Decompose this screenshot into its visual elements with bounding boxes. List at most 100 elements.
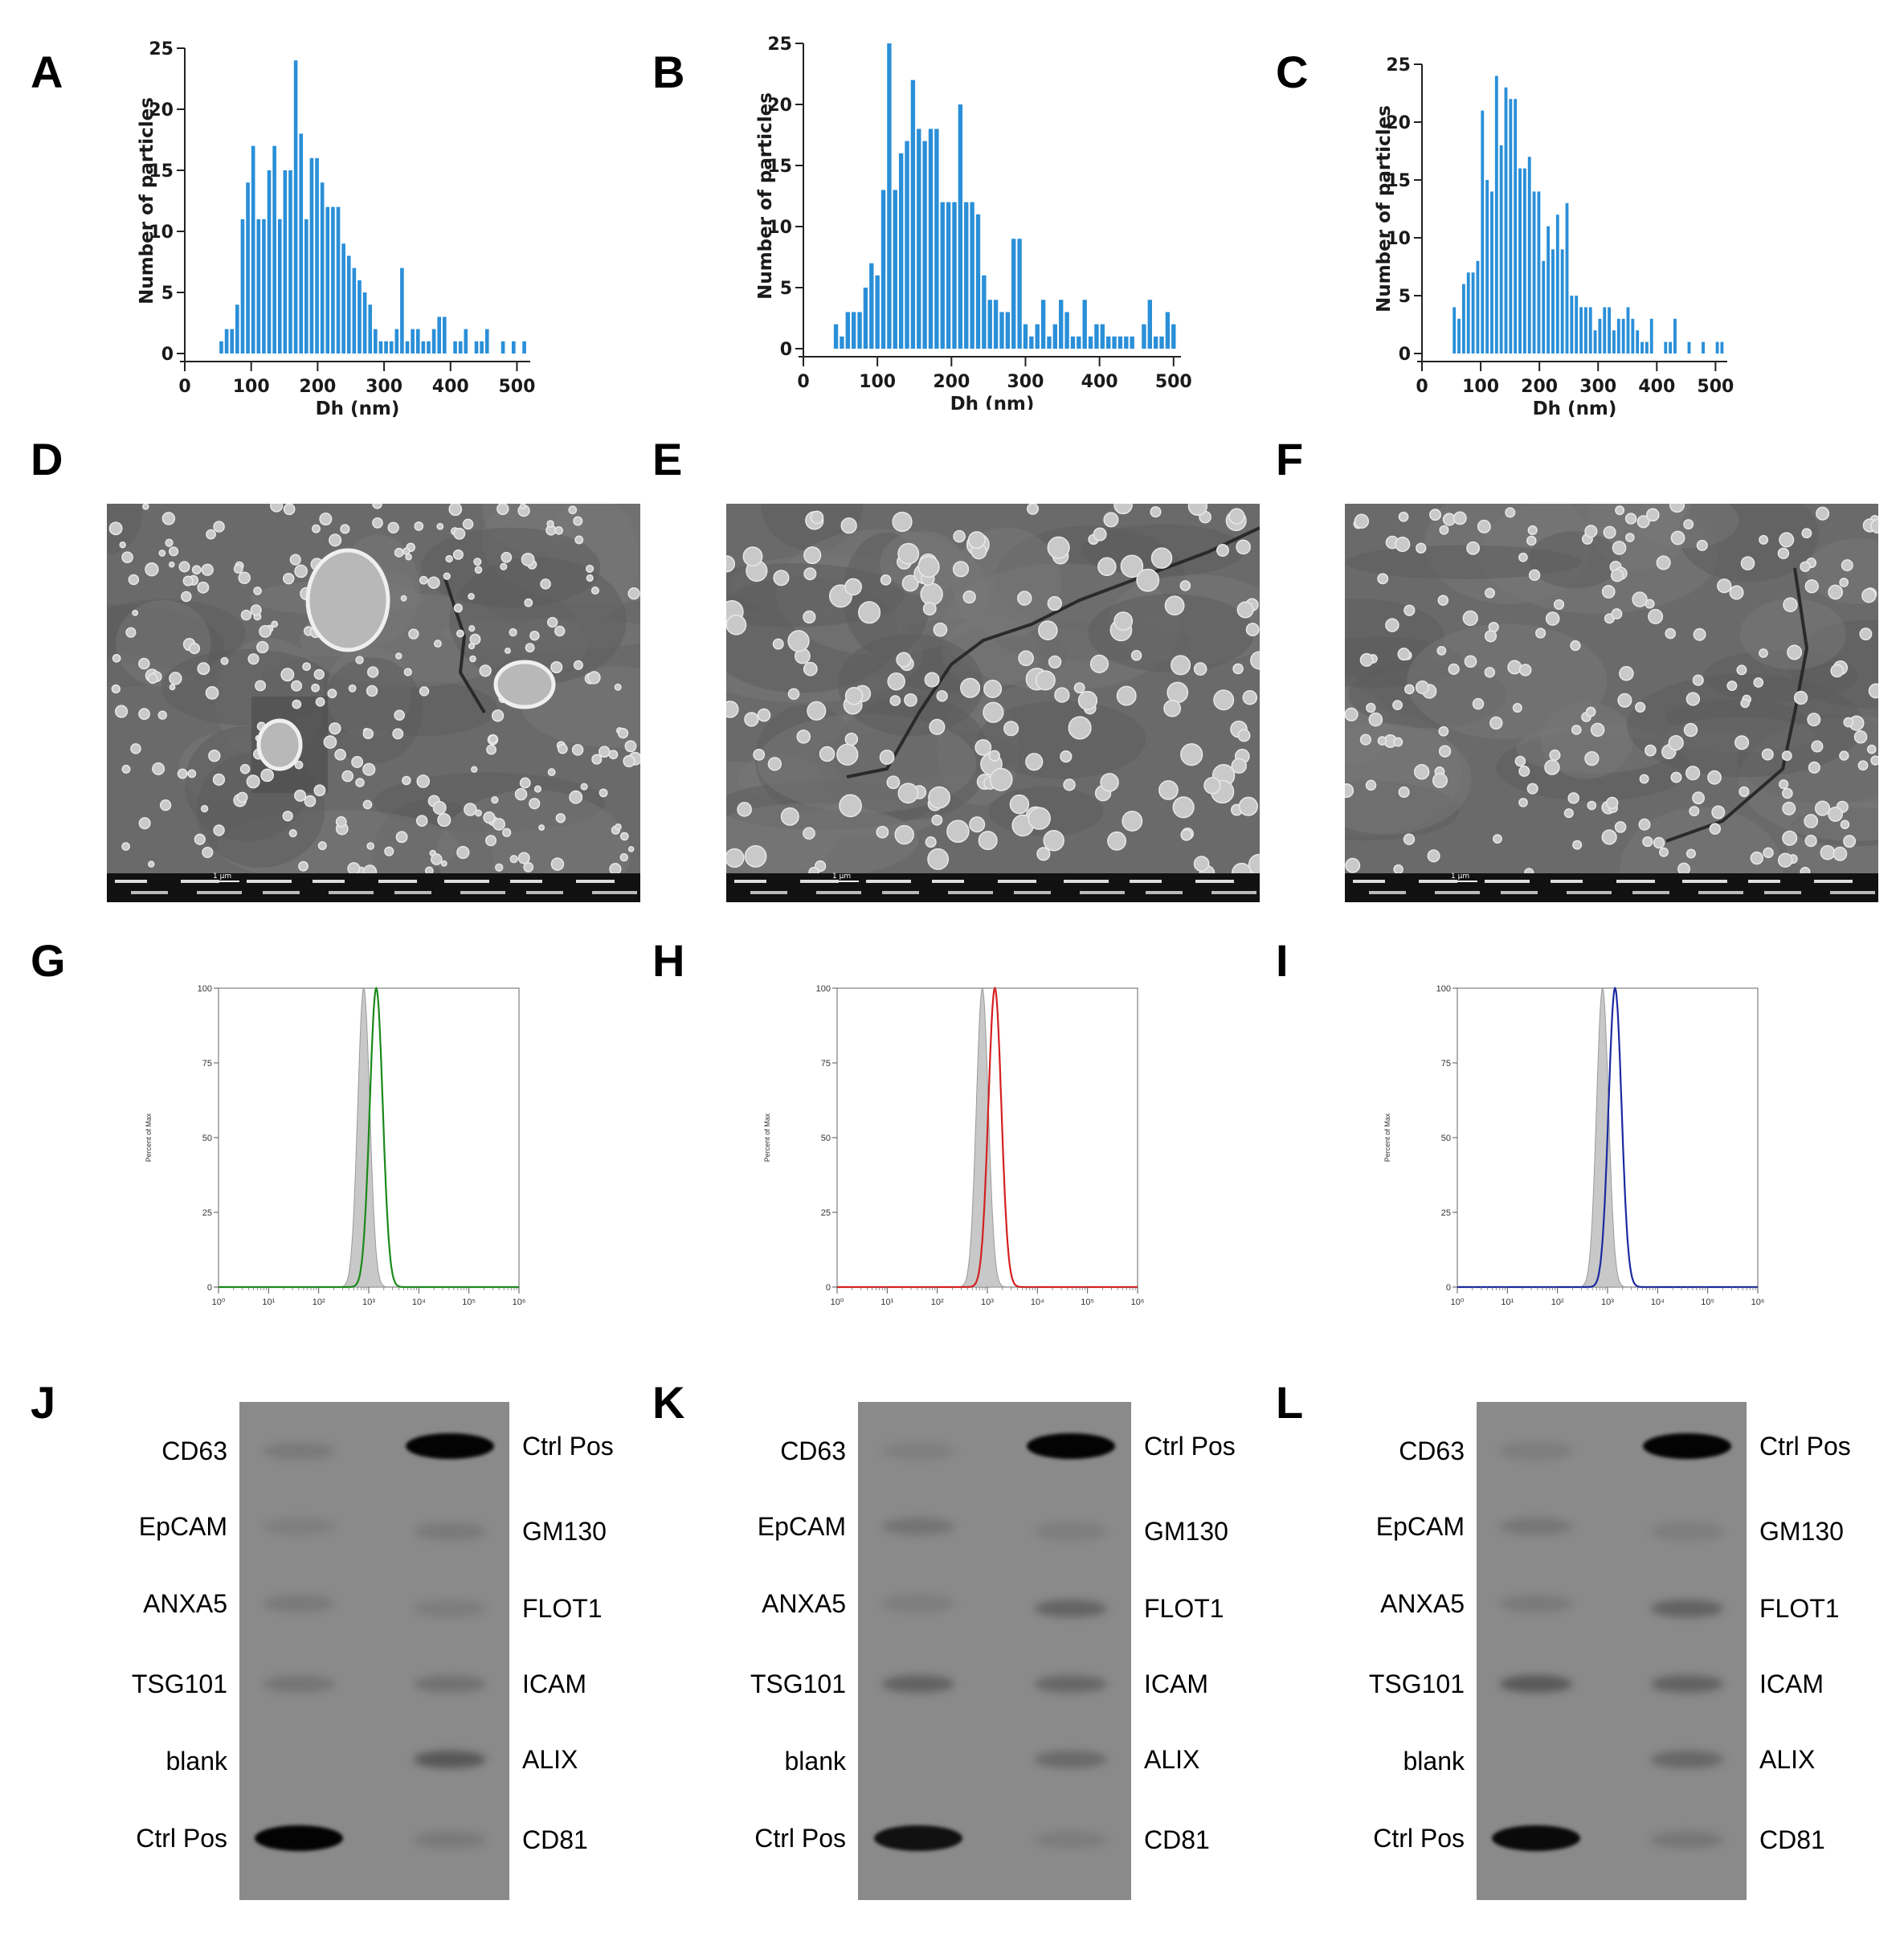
particle [1245,623,1260,637]
blot-label-right-gm130: GM130 [1144,1517,1228,1546]
particle [1839,750,1849,761]
histogram-bar [256,219,261,353]
particle [1018,650,1034,667]
histogram-bar [480,341,484,353]
particle [456,629,464,638]
histogram-bar [1551,249,1555,353]
particle [213,521,225,533]
particle [253,586,262,595]
blot-label-right-flot1: FLOT1 [1759,1594,1840,1623]
panel-label-i: I [1276,935,1289,986]
particle [924,672,940,688]
blot-label-left-ctrl-pos: Ctrl Pos [136,1824,227,1853]
particle [1804,814,1819,828]
particle [319,512,333,526]
blot-label-left-tsg101: TSG101 [131,1669,227,1698]
particle [1036,847,1051,861]
particle [448,504,463,517]
particle [1068,716,1092,740]
particle [1685,692,1701,706]
histogram-bar [993,300,999,349]
particle [803,827,815,840]
histogram-bar [851,312,856,349]
particle [1601,829,1617,845]
particle [1779,532,1795,548]
histogram-bar [1106,336,1111,349]
particle [1782,801,1796,815]
histogram-bar [1527,157,1531,353]
histogram-bar [857,312,862,349]
blot-label-left-ctrl-pos: Ctrl Pos [754,1824,846,1853]
particle [495,863,504,872]
y-tick-label: 0 [780,340,792,360]
particle [1163,699,1182,717]
panel-label-h: H [652,935,685,986]
blot-spot-right-cd81 [1035,1831,1108,1849]
particle [1753,677,1764,688]
particle [471,766,478,773]
particle [780,807,799,826]
particle [1120,554,1144,578]
blot-label-left-anxa5: ANXA5 [143,1589,227,1618]
particle [590,586,599,595]
particle [291,680,303,692]
histogram-bar [1593,330,1597,353]
particle [1853,729,1868,744]
particle [419,575,428,585]
histogram-bar [905,141,909,349]
particle [158,550,166,557]
particle [405,553,412,561]
particle [609,863,622,876]
particle [394,547,404,558]
histogram-bar [1640,341,1644,353]
histogram-bar [1669,341,1673,353]
particle [1648,608,1664,624]
particle [194,833,206,845]
particle [1060,750,1073,763]
particle [623,754,635,768]
particle [443,572,451,580]
x-tick-label: 10⁰ [212,1298,226,1307]
particle [1828,807,1843,822]
particle [157,710,167,720]
x-tick-label: 100 [233,377,270,397]
particle [1093,527,1107,541]
particle [1870,755,1878,766]
histogram-bar [887,43,892,349]
particle [1464,655,1477,668]
particle [469,633,481,645]
particle [554,625,566,637]
particle [1359,652,1374,667]
histogram-bar [1509,99,1513,353]
particle [1601,585,1616,599]
particle [1236,539,1251,555]
particle [419,686,430,697]
x-tick-label: 100 [1462,377,1499,397]
histogram-bar [1555,215,1559,353]
histogram-bar [362,292,367,353]
particle [282,811,293,822]
particle [205,686,219,700]
y-tick-label: 20 [767,96,792,116]
x-tick-label: 10⁵ [1701,1298,1714,1307]
particle [197,662,210,676]
histogram-bar [1047,336,1052,349]
particle [757,708,771,722]
y-tick-label: 0 [826,1283,831,1293]
particle [550,857,565,871]
particle [1734,735,1750,750]
particle [1619,666,1634,681]
particle [1103,512,1119,528]
particle [372,517,383,529]
particle [529,630,540,641]
particle [271,620,279,628]
particle [901,574,919,592]
y-tick-label: 15 [149,161,174,182]
particle [1512,702,1522,713]
histogram-bar [1035,324,1040,349]
particle [591,754,603,765]
histogram-bar [1485,180,1489,353]
x-axis-label: Dh (nm) [316,398,400,418]
x-tick-label: 10⁰ [1451,1298,1465,1307]
particle [501,551,513,563]
